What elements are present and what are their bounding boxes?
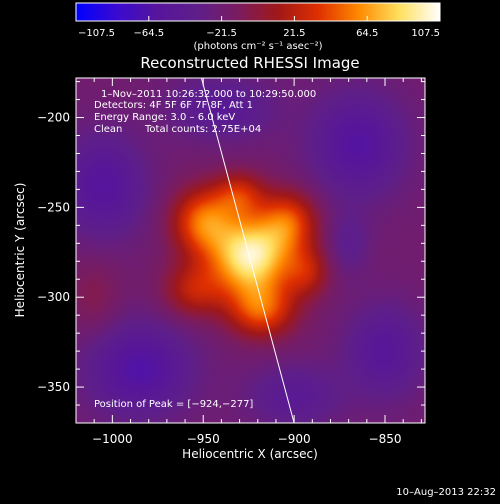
- annotation-time-range: 1–Nov–2011 10:26:32.000 to 10:29:50.000: [101, 89, 316, 100]
- colorbar-tick-label: −21.5: [206, 28, 237, 39]
- colorbar-bar: [75, 2, 441, 22]
- colorbar-ticks: −107.5 −64.5 −21.5 21.5 64.5 107.5: [75, 16, 441, 39]
- heatmap-image: [76, 78, 425, 423]
- annotation-clean: Clean: [94, 124, 122, 135]
- colorbar-tick-label: 107.5: [411, 28, 440, 39]
- y-tick-label: −300: [37, 290, 70, 304]
- y-tick-label: −350: [37, 380, 70, 394]
- y-tick-label: −200: [37, 111, 70, 125]
- annotation-detectors: Detectors: 4F 5F 6F 7F 8F, Att 1: [94, 100, 253, 111]
- axis-ticks: −1000 −950 −900 −850 −200 −250 −300 −350: [37, 78, 425, 446]
- y-axis-label: Heliocentric Y (arcsec): [13, 183, 27, 318]
- plot-frame: [75, 77, 426, 424]
- heatmap-area: [76, 78, 425, 423]
- annotation-peak-position: Position of Peak = [−924,−277]: [94, 399, 253, 410]
- annotations: 1–Nov–2011 10:26:32.000 to 10:29:50.000 …: [94, 89, 316, 410]
- chart-title: Reconstructed RHESSI Image: [140, 54, 359, 72]
- colorbar: −107.5 −64.5 −21.5 21.5 64.5 107.5 (photons c…: [75, 2, 441, 52]
- annotation-total-counts: Total counts: 2.75E+04: [144, 124, 261, 135]
- colorbar-tick-label: 21.5: [283, 28, 305, 39]
- x-axis-label: Heliocentric X (arcsec): [182, 447, 318, 461]
- footer-timestamp: 10–Aug–2013 22:32: [396, 487, 496, 498]
- annotation-energy-range: Energy Range: 3.0 – 6.0 keV: [94, 112, 235, 123]
- y-tick-label: −250: [37, 200, 70, 214]
- solar-limb-line: [200, 78, 295, 423]
- colorbar-tick-label: −107.5: [78, 28, 115, 39]
- x-tick-label: −950: [187, 432, 220, 446]
- x-tick-label: −850: [369, 432, 402, 446]
- colorbar-tick-label: 64.5: [356, 28, 378, 39]
- colorbar-units-label: (photons cm⁻² s⁻¹ asec⁻²): [193, 41, 322, 52]
- x-tick-label: −900: [278, 432, 311, 446]
- colorbar-tick-label: −64.5: [133, 28, 164, 39]
- x-tick-label: −1000: [92, 432, 133, 446]
